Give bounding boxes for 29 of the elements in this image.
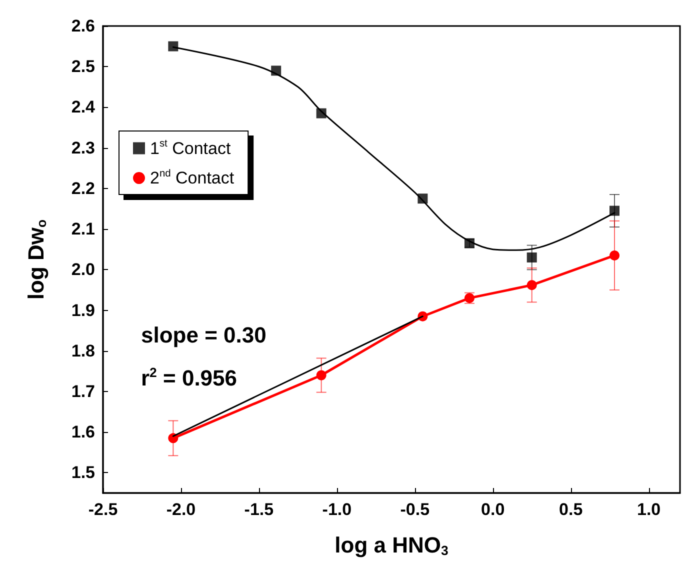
y-tick-label: 2.5 [71, 57, 95, 76]
y-tick-label: 1.6 [71, 422, 95, 442]
point [168, 433, 178, 444]
x-tick-label: -1.0 [322, 500, 352, 519]
y-tick-label: 1.9 [71, 300, 95, 320]
point [526, 280, 537, 290]
y-tick-label: 2.2 [71, 178, 95, 198]
y-tick-label: 2.3 [71, 138, 95, 158]
point [168, 41, 178, 52]
x-tick-label: 0.0 [481, 500, 505, 519]
x-tick-label: 1.0 [636, 500, 661, 519]
y-axis-title: log Dwo [24, 219, 49, 300]
point [610, 206, 620, 216]
y-tick-label: 2.1 [71, 220, 95, 239]
y-tick-label: 1.7 [71, 382, 95, 401]
x-tick-label: -0.5 [400, 500, 430, 519]
x-tick-label: -2.5 [88, 500, 118, 519]
annotation: slope = 0.30 [141, 322, 266, 348]
y-tick-label: 1.8 [71, 341, 95, 360]
point [316, 370, 326, 380]
x-tick-label: -1.5 [244, 500, 274, 519]
y-tick-label: 1.5 [71, 463, 95, 482]
x-tick-label: -2.0 [166, 500, 196, 519]
x-tick-label: 0.5 [559, 500, 583, 519]
y-tick-label: 2.0 [71, 260, 95, 280]
point [526, 252, 537, 262]
y-tick-label: 2.6 [71, 16, 95, 36]
y-tick-label: 2.4 [71, 98, 96, 117]
point [610, 250, 620, 260]
